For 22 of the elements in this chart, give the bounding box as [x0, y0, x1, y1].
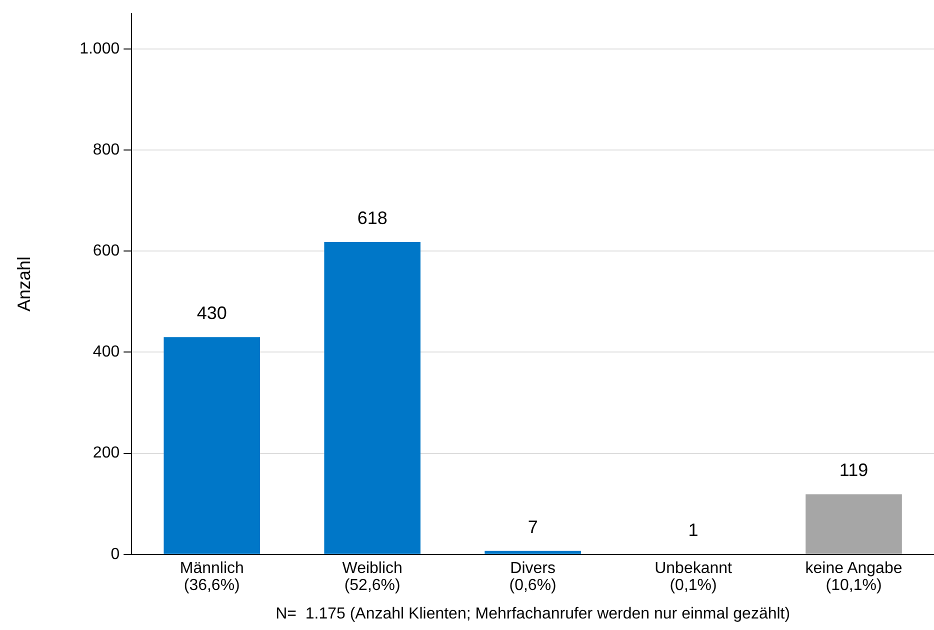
y-tick-label: 600	[92, 242, 120, 260]
data-label: 430	[196, 303, 227, 324]
y-axis-title: Anzahl	[14, 256, 34, 312]
y-tick-label: 200	[92, 444, 120, 462]
y-tick-label: 400	[92, 344, 120, 361]
x-tick-label: keine Angabe (10,1%)	[805, 560, 902, 594]
y-tick-label: 0	[110, 546, 120, 563]
y-tick-label: 800	[92, 141, 120, 158]
x-tick-label: Divers (0,6%)	[509, 560, 556, 594]
bar	[164, 337, 260, 554]
data-label: 7	[528, 516, 538, 537]
x-tick-label: Weiblich (52,6%)	[342, 560, 402, 594]
bar	[324, 242, 420, 554]
text: N= 1.175 (Anzahl Klienten; Mehrfachanrufer werden nur einmal gezählt)	[276, 605, 790, 622]
data-label: 618	[357, 208, 388, 228]
bar	[484, 550, 581, 554]
bar	[806, 494, 902, 554]
x-tick-label: Männlich (36,6%)	[180, 560, 244, 594]
x-tick-label: Unbekannt (0,1%)	[654, 560, 733, 594]
data-label: 119	[839, 460, 868, 480]
y-tick-label: 1.000	[80, 40, 120, 58]
data-label: 1	[688, 520, 698, 540]
